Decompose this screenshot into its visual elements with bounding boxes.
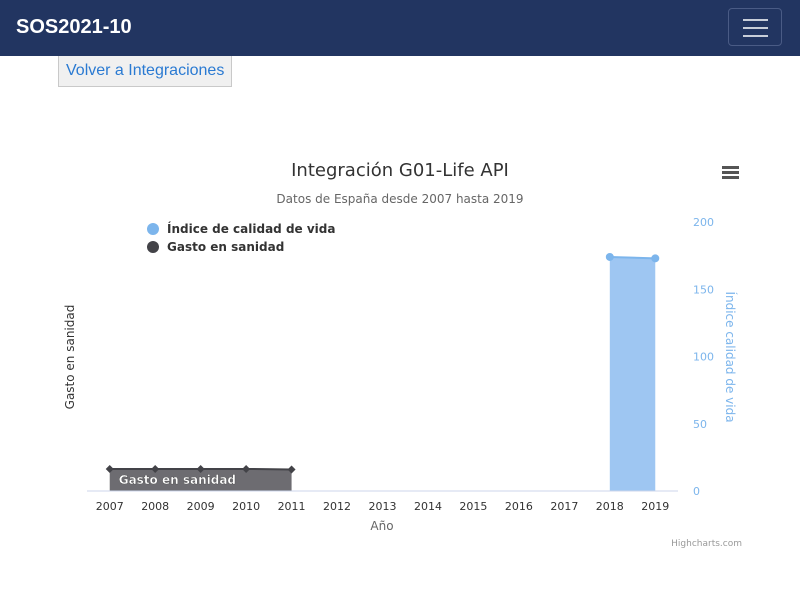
data-point-marker: [105, 464, 114, 473]
x-tick-label: 2012: [323, 500, 351, 513]
series-label: Gasto en sanidad: [119, 473, 236, 487]
legend-item-label: Índice de calidad de vida: [167, 221, 335, 236]
y-right-tick-label: 50: [693, 418, 707, 431]
navbar-toggler-button[interactable]: [728, 8, 782, 46]
legend-marker: [147, 223, 159, 235]
series-area-0: [609, 256, 656, 491]
hamburger-icon-line: [743, 27, 768, 29]
legend-item-label: Gasto en sanidad: [167, 240, 284, 254]
x-tick-label: 2015: [459, 500, 487, 513]
data-point-marker: [151, 464, 160, 473]
y-right-tick-label: 200: [693, 216, 714, 229]
data-point-marker: [287, 465, 296, 474]
series-area-1: [109, 468, 292, 491]
navbar-brand[interactable]: SOS2021-10: [16, 16, 132, 38]
series-line-0: [609, 255, 656, 260]
chart-title: Integración G01-Life API: [291, 160, 509, 181]
x-axis-title: Año: [370, 519, 393, 533]
x-tick-label: 2007: [96, 500, 124, 513]
back-to-integrations-button[interactable]: Volver a Integraciones: [58, 56, 233, 87]
navbar: SOS2021-10: [0, 0, 800, 56]
x-tick-label: 2017: [550, 500, 578, 513]
data-point-marker: [651, 254, 660, 263]
legend-marker: [147, 241, 159, 253]
data-point-marker: [196, 464, 205, 473]
chart-subtitle: Datos de España desde 2007 hasta 2019: [276, 192, 523, 206]
y-right-axis-title: Índice calidad de vida: [723, 291, 738, 422]
hamburger-icon-line: [743, 35, 768, 37]
x-tick-label: 2014: [414, 500, 442, 513]
data-point-marker: [242, 464, 251, 473]
y-right-tick-label: 100: [693, 351, 714, 364]
x-tick-label: 2019: [641, 500, 669, 513]
x-tick-label: 2018: [596, 500, 624, 513]
x-tick-label: 2009: [187, 500, 215, 513]
y-right-tick-label: 0: [693, 485, 700, 498]
x-tick-label: 2011: [278, 500, 306, 513]
y-right-tick-label: 150: [693, 283, 714, 296]
chart-credits: Highcharts.com: [671, 539, 742, 549]
chart-menu-icon[interactable]: [722, 166, 740, 180]
hamburger-icon-line: [743, 19, 768, 21]
x-tick-label: 2013: [369, 500, 397, 513]
x-tick-label: 2010: [232, 500, 260, 513]
x-tick-label: 2008: [141, 500, 169, 513]
x-tick-label: 2016: [505, 500, 533, 513]
y-left-axis-title: Gasto en sanidad: [63, 305, 77, 410]
data-point-marker: [605, 252, 614, 261]
